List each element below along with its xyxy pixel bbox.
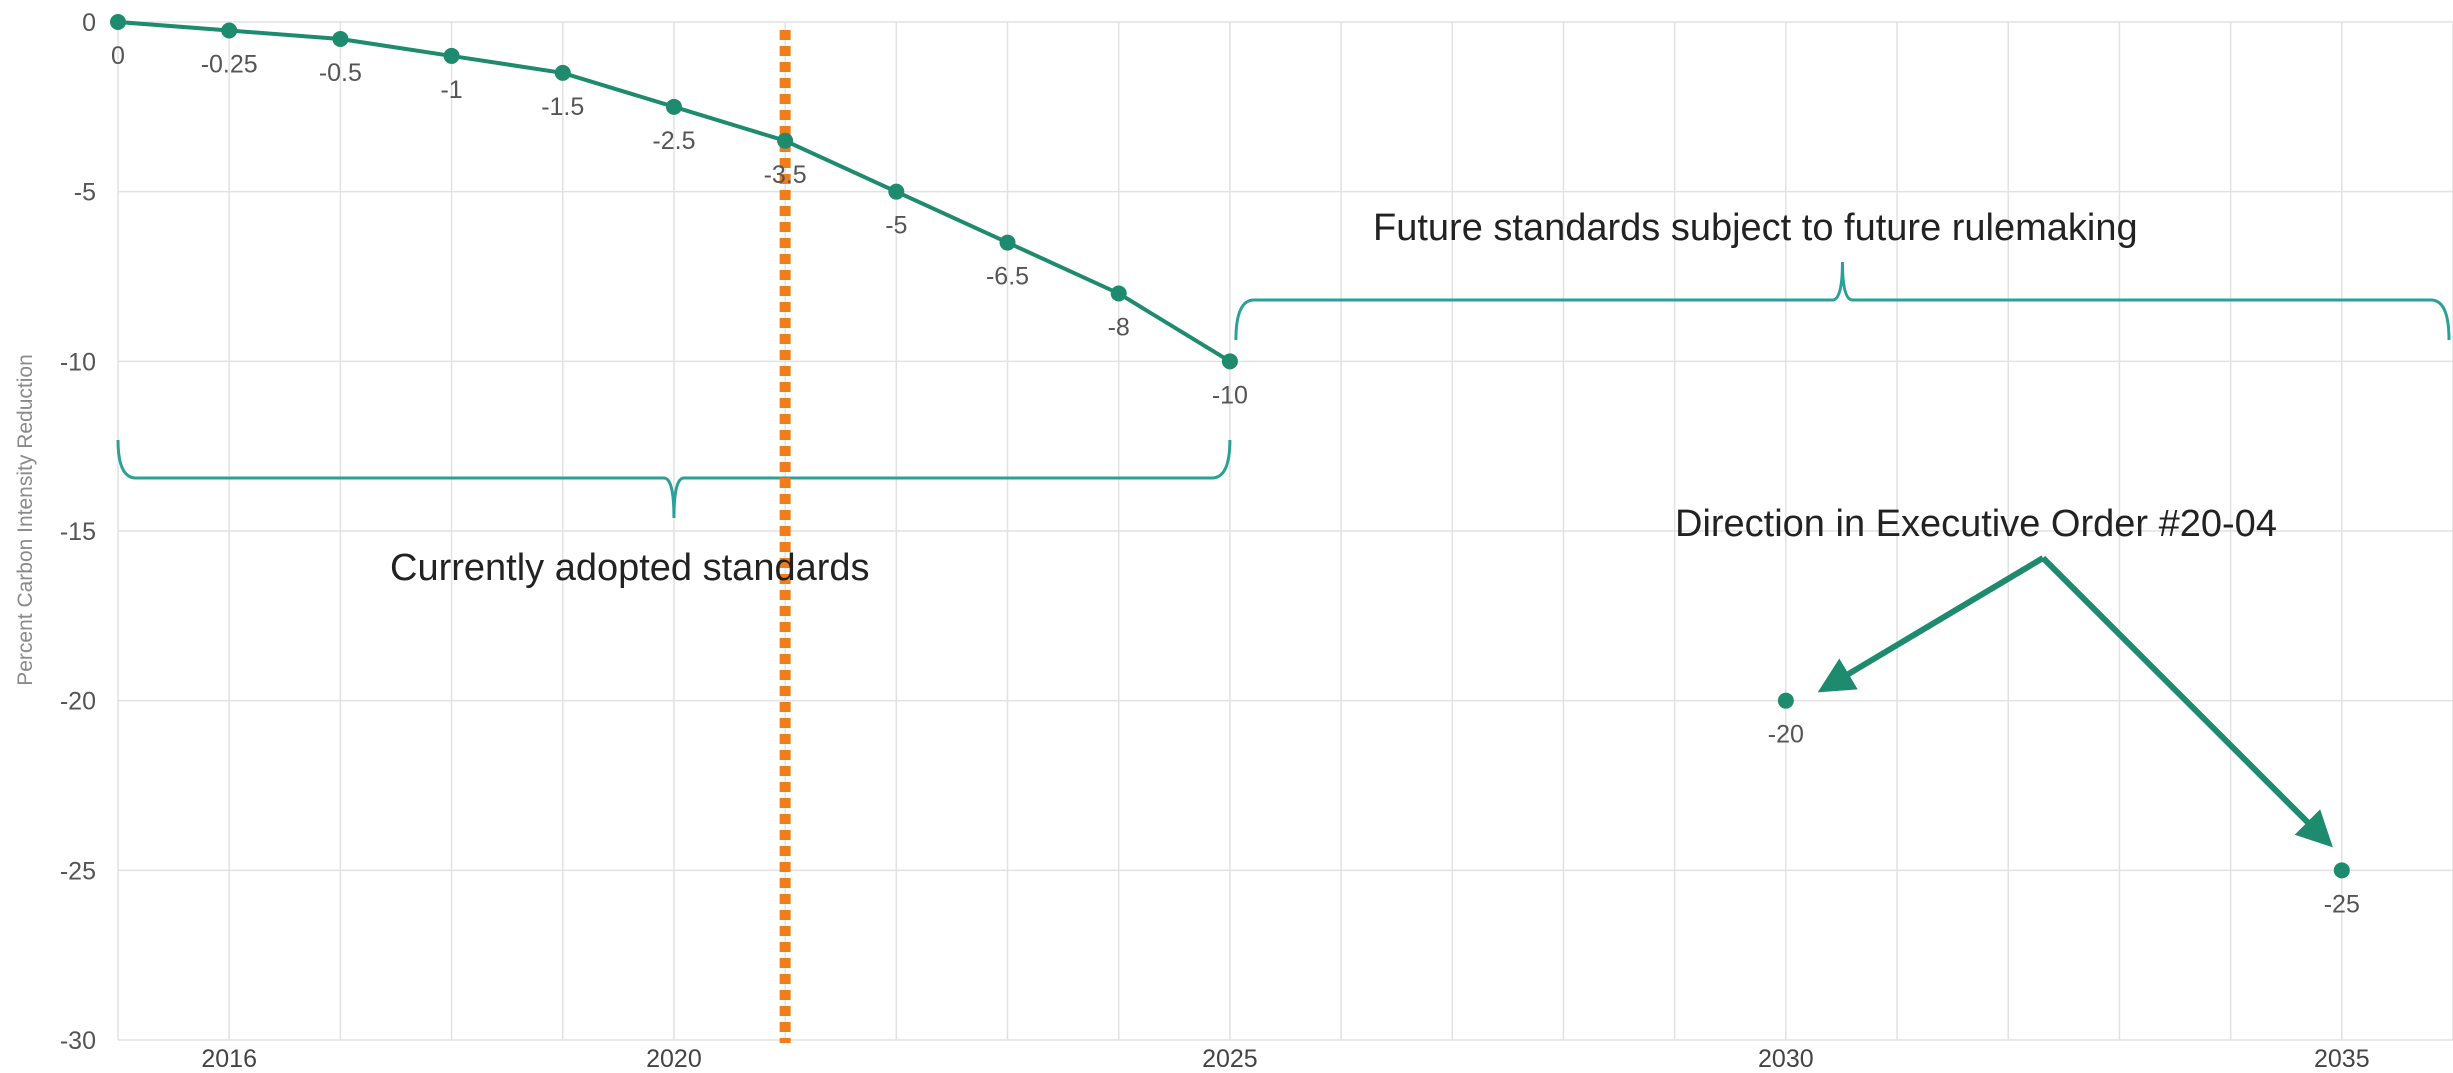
x-tick-label: 2020 bbox=[646, 1045, 702, 1073]
y-tick-label: 0 bbox=[82, 9, 96, 37]
grid-lines bbox=[117, 21, 2453, 1041]
data-label: -10 bbox=[1212, 381, 1248, 409]
arrows bbox=[1817, 555, 2333, 848]
data-point bbox=[1221, 353, 1238, 370]
data-point bbox=[2333, 862, 2350, 879]
data-label: -5 bbox=[885, 212, 907, 240]
x-tick-label: 2025 bbox=[1202, 1045, 1258, 1073]
bracket-future-standards bbox=[1234, 261, 2451, 341]
x-tick-label: 2035 bbox=[2314, 1045, 2370, 1073]
data-labels: 0 -0.25 -0.5 -1 -1.5 -2.5 -3.5 -5 -6.5 -8 -10 -20 -2… bbox=[111, 42, 2360, 918]
data-point bbox=[110, 14, 126, 30]
y-tick-label: -30 bbox=[60, 1027, 96, 1055]
data-point bbox=[1777, 692, 1794, 709]
data-label: -1 bbox=[440, 76, 462, 104]
data-label: -3.5 bbox=[764, 161, 807, 189]
data-label: -0.25 bbox=[201, 50, 258, 78]
data-label: -6.5 bbox=[986, 263, 1029, 291]
data-label: -0.5 bbox=[319, 59, 362, 87]
bracket-currently-adopted bbox=[116, 439, 1232, 519]
data-label: 0 bbox=[111, 42, 125, 70]
data-point bbox=[332, 30, 349, 47]
annotation-current: Currently adopted standards bbox=[390, 547, 870, 589]
y-tick-label: -20 bbox=[60, 688, 96, 716]
data-point bbox=[888, 183, 905, 200]
y-tick-label: -25 bbox=[60, 857, 96, 885]
y-tick-label: -5 bbox=[74, 179, 96, 207]
x-tick-label: 2016 bbox=[201, 1045, 257, 1073]
data-point bbox=[443, 47, 460, 64]
data-point bbox=[554, 64, 571, 81]
data-label: -20 bbox=[1768, 721, 1804, 749]
brackets bbox=[116, 261, 2451, 519]
data-label: -1.5 bbox=[541, 93, 584, 121]
arrow-to-2035 bbox=[2040, 555, 2333, 848]
y-tick-label: -10 bbox=[60, 348, 96, 376]
data-point bbox=[221, 22, 238, 39]
data-point bbox=[999, 234, 1016, 251]
data-label: -8 bbox=[1108, 313, 1130, 341]
data-point bbox=[665, 98, 682, 115]
annotation-future: Future standards subject to future rulem… bbox=[1373, 207, 2138, 249]
data-label: -2.5 bbox=[652, 127, 695, 155]
x-tick-label: 2030 bbox=[1758, 1045, 1814, 1073]
data-points bbox=[110, 14, 2350, 879]
y-tick-label: -15 bbox=[60, 518, 96, 546]
data-point bbox=[777, 132, 794, 149]
data-point bbox=[1110, 285, 1127, 302]
data-label: -25 bbox=[2324, 890, 2360, 918]
arrow-to-2030 bbox=[1817, 555, 2045, 693]
annotation-executive-order: Direction in Executive Order #20-04 bbox=[1675, 503, 2277, 545]
y-axis-label: Percent Carbon Intensity Reduction bbox=[14, 354, 37, 686]
